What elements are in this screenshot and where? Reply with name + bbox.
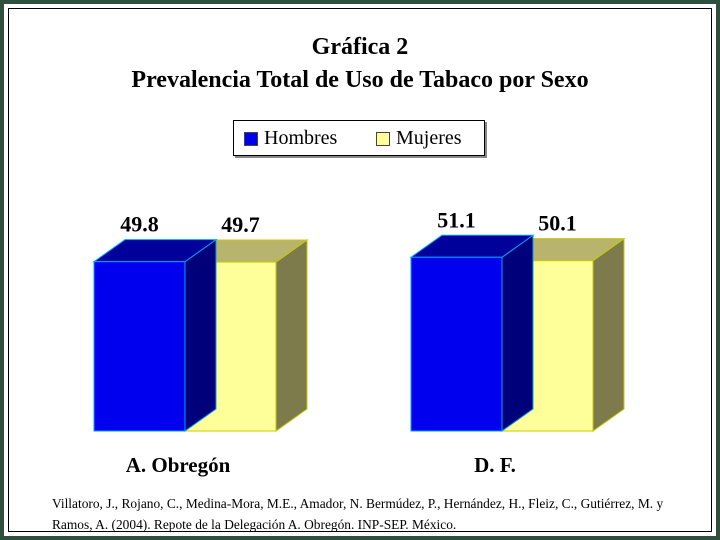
legend-swatch-hombres [244, 132, 258, 146]
legend-label-hombres: Hombres [264, 127, 338, 149]
data-label-mujeres-d-f: 50.1 [538, 211, 577, 236]
data-label-hombres-a-obregon: 49.8 [120, 212, 159, 237]
category-label-a-obregon: A. Obregón [126, 453, 231, 477]
bar-side-hombres-a-obregon [184, 238, 217, 432]
bar-side-mujeres-a-obregon [275, 239, 308, 432]
category-label-d-f: D. F. [474, 453, 516, 477]
bar-hombres-a-obregon [93, 261, 186, 432]
bar-hombres-d-f [410, 256, 503, 432]
bar-side-mujeres-d-f [592, 237, 625, 432]
slide-inner-border [8, 8, 712, 532]
chart-subtitle: Prevalencia Total de Uso de Tabaco por S… [131, 67, 589, 93]
data-label-mujeres-a-obregon: 49.7 [221, 212, 260, 237]
bar-side-hombres-d-f [501, 234, 534, 432]
data-label-hombres-d-f: 51.1 [437, 207, 476, 232]
chart-title: Gráfica 2 [311, 34, 409, 60]
legend-label-mujeres: Mujeres [396, 127, 462, 149]
source-citation: Villatoro, J., Rojano, C., Medina-Mora, … [52, 496, 664, 532]
chart-legend: Hombres Mujeres [233, 120, 485, 156]
legend-swatch-mujeres [376, 132, 390, 146]
